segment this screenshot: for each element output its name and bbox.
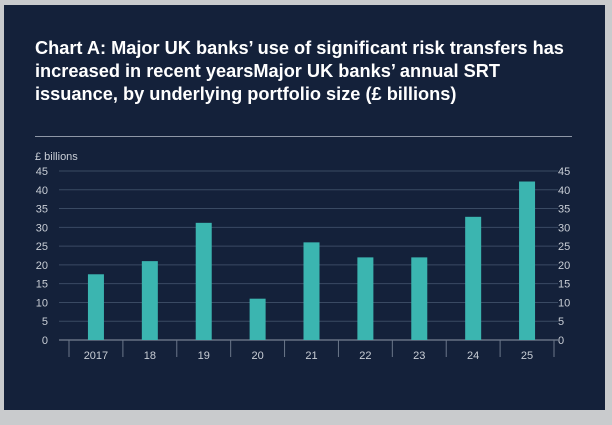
x-tick-label-2017: 2017 [84,350,108,362]
x-tick-label-24: 24 [467,350,479,362]
x-tick-label-25: 25 [521,350,533,362]
y-tick-right-35: 35 [558,204,570,216]
y-tick-left-30: 30 [36,222,48,234]
y-tick-right-10: 10 [558,297,570,309]
y-tick-right-5: 5 [558,316,564,328]
bar-2017 [87,274,104,340]
x-axis: 2017 18 19 20 21 22 23 24 25 [68,340,555,362]
x-tick-label-22: 22 [359,350,371,362]
chart-panel: Chart A: Major UK banks’ use of signific… [4,5,605,410]
x-tick-label-19: 19 [198,350,210,362]
y-tick-left-20: 20 [36,260,48,272]
x-tick-label-21: 21 [305,350,317,362]
bar-19 [195,222,212,340]
y-tick-right-30: 30 [558,222,570,234]
y-tick-left-45: 45 [36,166,48,178]
y-axis-right: 0 5 10 15 20 25 30 35 40 45 [558,166,570,347]
y-tick-right-0: 0 [558,335,564,347]
y-tick-left-5: 5 [42,316,48,328]
bar-21 [303,242,320,340]
y-tick-right-20: 20 [558,260,570,272]
y-tick-left-0: 0 [42,335,48,347]
x-tick-label-18: 18 [144,350,156,362]
y-tick-left-25: 25 [36,241,48,253]
unit-label: £ billions [35,151,78,163]
y-tick-right-40: 40 [558,185,570,197]
bars [87,181,536,340]
chart-title: Chart A: Major UK banks’ use of signific… [35,38,564,104]
bar-22 [357,257,374,340]
y-tick-right-15: 15 [558,279,570,291]
x-tick-label-23: 23 [413,350,425,362]
title-divider [35,136,572,137]
bar-24 [465,216,482,340]
y-tick-right-45: 45 [558,166,570,178]
bar-25 [519,181,536,340]
bar-23 [411,257,428,340]
y-tick-left-15: 15 [36,279,48,291]
y-tick-left-40: 40 [36,185,48,197]
y-tick-right-25: 25 [558,241,570,253]
bar-18 [141,261,158,340]
bar-chart: 0 5 10 15 20 25 30 35 40 45 0 5 10 15 20 25 30 35 40 45 20… [35,151,570,362]
y-axis-left: 0 5 10 15 20 25 30 35 40 45 [36,166,48,347]
y-tick-left-35: 35 [36,204,48,216]
x-tick-label-20: 20 [251,350,263,362]
y-tick-left-10: 10 [36,297,48,309]
bar-20 [249,298,266,340]
